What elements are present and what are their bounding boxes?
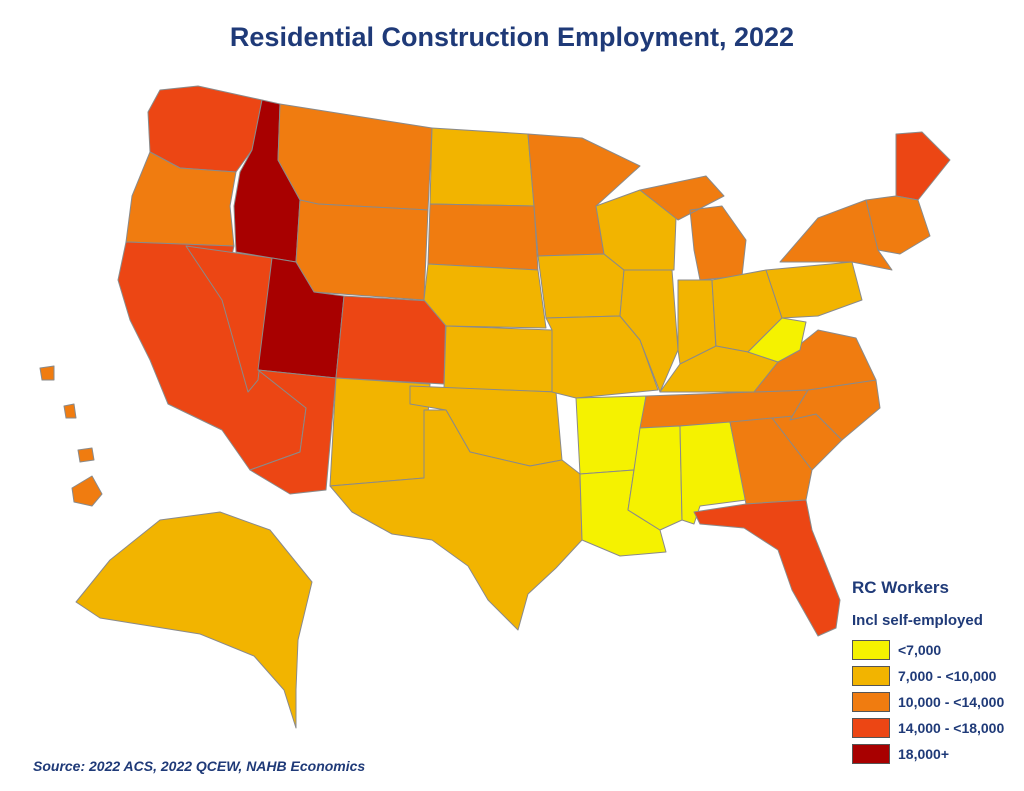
source-note: Source: 2022 ACS, 2022 QCEW, NAHB Econom… <box>33 758 366 774</box>
region-washington <box>147 85 263 173</box>
region-nebraska <box>423 263 547 329</box>
legend-item: 18,000+ <box>852 741 1022 767</box>
region-pennsylvania <box>765 261 863 319</box>
legend-swatch <box>852 640 890 660</box>
legend-label: 10,000 - <14,000 <box>898 694 1005 710</box>
region-florida <box>693 499 841 637</box>
map-legend: RC Workers Incl self-employed <7,000 7,0… <box>852 578 1022 767</box>
map-title: Residential Construction Employment, 202… <box>229 22 795 52</box>
region-maine <box>895 131 951 201</box>
legend-swatch <box>852 692 890 712</box>
region-arizona <box>249 369 337 495</box>
legend-label: 7,000 - <10,000 <box>898 668 997 684</box>
region-texas <box>329 409 583 631</box>
legend-title: RC Workers <box>852 578 949 597</box>
legend-swatch <box>852 718 890 738</box>
legend-item: <7,000 <box>852 637 1022 663</box>
region-south-dakota <box>427 203 539 271</box>
region-iowa <box>537 253 625 319</box>
legend-swatch <box>852 666 890 686</box>
region-colorado <box>335 295 447 385</box>
region-oregon <box>125 151 237 247</box>
legend-label: <7,000 <box>898 642 942 658</box>
region-hawaii <box>39 365 103 507</box>
region-west-virginia <box>747 317 807 363</box>
legend-item: 10,000 - <14,000 <box>852 689 1022 715</box>
region-kansas <box>443 325 557 393</box>
region-alaska <box>75 511 313 729</box>
region-montana <box>277 103 433 211</box>
region-new-england <box>865 195 931 255</box>
region-wyoming <box>295 199 429 301</box>
legend-swatch <box>852 744 890 764</box>
legend-subtitle: Incl self-employed <box>852 612 983 629</box>
legend-item: 14,000 - <18,000 <box>852 715 1022 741</box>
legend-item: 7,000 - <10,000 <box>852 663 1022 689</box>
region-north-dakota <box>429 127 535 207</box>
legend-label: 18,000+ <box>898 746 949 762</box>
legend-label: 14,000 - <18,000 <box>898 720 1005 736</box>
region-georgia <box>729 417 813 505</box>
